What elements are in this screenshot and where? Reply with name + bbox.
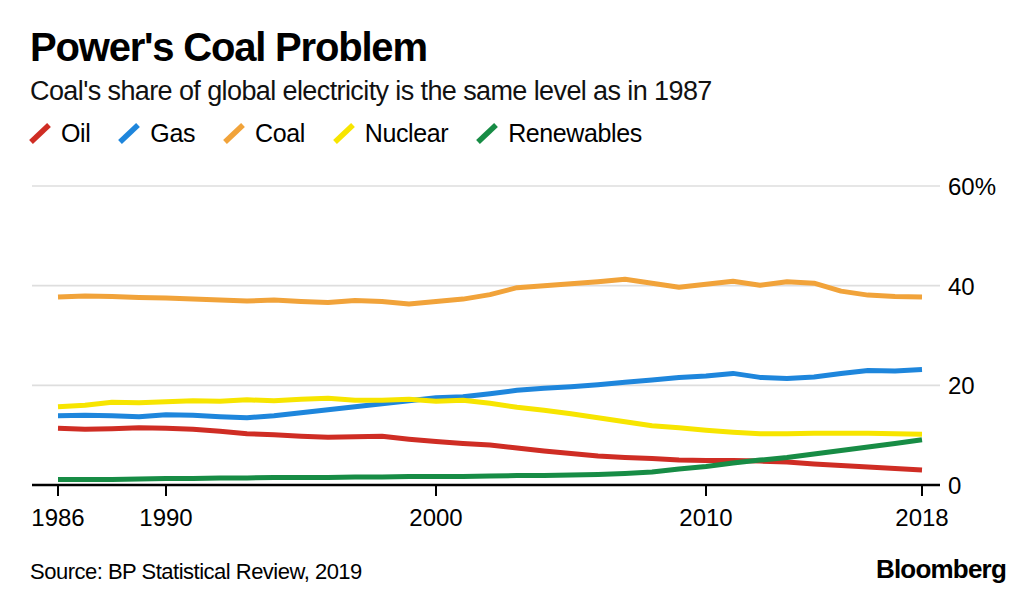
x-tick-label: 2000 xyxy=(409,504,462,531)
source-note: Source: BP Statistical Review, 2019 xyxy=(30,559,362,585)
bloomberg-logo: Bloomberg xyxy=(876,554,1006,585)
y-tick-label: 20 xyxy=(948,372,975,399)
x-tick-label: 1990 xyxy=(139,504,192,531)
y-tick-label: 0 xyxy=(948,472,961,499)
y-tick-label: 40 xyxy=(948,273,975,300)
x-tick-label: 1986 xyxy=(31,504,84,531)
series-line-gas xyxy=(58,369,922,417)
x-tick-label: 2010 xyxy=(679,504,732,531)
bloomberg-chart-card: Power's Coal Problem Coal's share of glo… xyxy=(0,0,1024,596)
y-tick-label: 60% xyxy=(948,173,996,200)
line-chart-canvas: 60% 40 20 0 1986 1990 2000 2010 2018 xyxy=(0,0,1024,596)
x-tick-label: 2018 xyxy=(895,504,948,531)
series-line-coal xyxy=(58,279,922,304)
